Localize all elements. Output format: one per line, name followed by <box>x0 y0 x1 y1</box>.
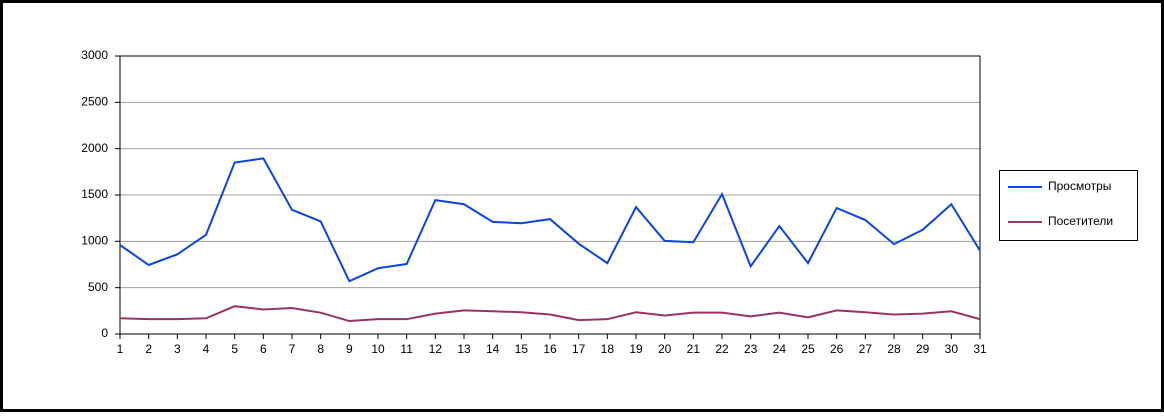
x-tick-label: 26 <box>830 342 844 356</box>
legend-box <box>999 170 1138 241</box>
y-tick-label: 2000 <box>81 141 108 155</box>
x-tick-label: 30 <box>945 342 959 356</box>
legend: Просмотры Посетители <box>999 170 1138 241</box>
x-tick-label: 9 <box>346 342 353 356</box>
x-tick-label: 11 <box>400 342 413 356</box>
x-tick-label: 19 <box>629 342 643 356</box>
y-tick-label: 2500 <box>81 95 108 109</box>
x-tick-label: 16 <box>543 342 557 356</box>
x-tick-label: 13 <box>457 342 471 356</box>
x-tick-label: 20 <box>658 342 672 356</box>
legend-label: Посетители <box>1048 214 1113 228</box>
x-tick-label: 3 <box>174 342 181 356</box>
x-tick-label: 1 <box>117 342 124 356</box>
x-tick-label: 29 <box>916 342 930 356</box>
x-tick-label: 23 <box>744 342 758 356</box>
x-tick-label: 31 <box>973 342 987 356</box>
y-tick-label: 1500 <box>81 187 108 201</box>
x-tick-label: 15 <box>515 342 529 356</box>
x-tick-label: 6 <box>260 342 267 356</box>
y-tick-label: 1000 <box>81 234 108 248</box>
x-tick-label: 14 <box>486 342 500 356</box>
x-tick-label: 8 <box>317 342 324 356</box>
y-tick-label: 3000 <box>81 48 108 62</box>
x-tick-label: 28 <box>887 342 901 356</box>
x-tick-label: 24 <box>773 342 787 356</box>
series-line <box>119 157 981 283</box>
x-tick-label: 7 <box>289 342 296 356</box>
x-tick-label: 22 <box>715 342 729 356</box>
series-line <box>119 305 981 323</box>
x-tick-label: 4 <box>203 342 210 356</box>
x-tick-label: 12 <box>429 342 443 356</box>
x-tick-label: 10 <box>371 342 385 356</box>
x-tick-label: 2 <box>145 342 152 356</box>
x-tick-label: 18 <box>601 342 615 356</box>
x-tick-label: 27 <box>859 342 873 356</box>
y-tick-label: 500 <box>88 280 108 294</box>
x-tick-label: 25 <box>801 342 815 356</box>
x-tick-label: 5 <box>231 342 238 356</box>
y-tick-label: 0 <box>101 326 108 340</box>
x-tick-label: 21 <box>687 342 701 356</box>
x-tick-label: 17 <box>572 342 586 356</box>
legend-label: Просмотры <box>1048 179 1111 193</box>
